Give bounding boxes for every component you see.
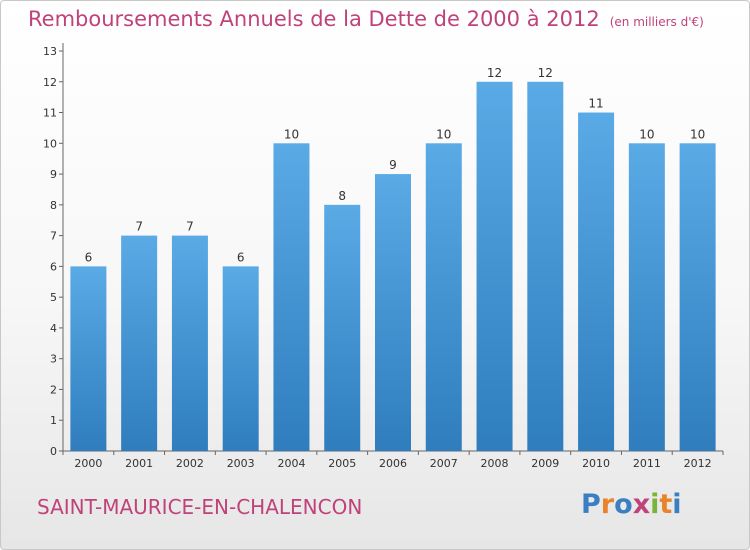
y-tick-label: 0: [50, 445, 57, 458]
data-label: 11: [588, 97, 603, 111]
data-label: 10: [436, 127, 451, 141]
chart-title: Remboursements Annuels de la Dette de 20…: [28, 7, 704, 31]
data-label: 8: [338, 189, 346, 203]
data-label: 6: [237, 250, 245, 264]
data-label: 10: [284, 127, 299, 141]
y-tick-label: 9: [50, 168, 57, 181]
y-tick-label: 13: [43, 45, 57, 58]
logo-letter: r: [600, 489, 615, 520]
y-tick-label: 10: [43, 137, 57, 150]
logo-letter: i: [672, 489, 682, 520]
bar: [476, 81, 513, 452]
x-tick-label: 2008: [481, 457, 509, 470]
logo-letter: P: [581, 489, 601, 520]
commune-name: SAINT-MAURICE-EN-CHALENCON: [37, 495, 363, 519]
bar: [273, 143, 310, 452]
y-tick-label: 2: [50, 383, 57, 396]
proxiti-logo: Proxiti: [581, 489, 682, 520]
logo-letter: i: [650, 489, 660, 520]
data-label: 9: [389, 158, 397, 172]
x-tick-label: 2000: [74, 457, 102, 470]
logo-letter: t: [659, 489, 673, 520]
x-tick-label: 2004: [277, 457, 305, 470]
bar: [121, 235, 158, 451]
x-tick-label: 2005: [328, 457, 356, 470]
x-tick-label: 2003: [227, 457, 255, 470]
logo-letter: o: [614, 489, 633, 520]
y-tick-label: 11: [43, 107, 57, 120]
x-tick-label: 2007: [430, 457, 458, 470]
data-label: 10: [690, 127, 705, 141]
y-tick-label: 12: [43, 76, 57, 89]
x-tick-label: 2009: [531, 457, 559, 470]
y-tick-label: 5: [50, 291, 57, 304]
x-tick-label: 2006: [379, 457, 407, 470]
y-tick-label: 8: [50, 199, 57, 212]
x-tick-label: 2012: [684, 457, 712, 470]
bar: [222, 266, 259, 451]
data-label: 7: [135, 220, 143, 234]
data-label: 10: [639, 127, 654, 141]
x-tick-label: 2001: [125, 457, 153, 470]
y-tick-label: 1: [50, 414, 57, 427]
data-label: 12: [487, 66, 502, 80]
x-tick-label: 2002: [176, 457, 204, 470]
y-tick-label: 4: [50, 322, 57, 335]
y-tick-label: 3: [50, 353, 57, 366]
x-tick-label: 2011: [633, 457, 661, 470]
bar: [70, 266, 107, 451]
bar: [375, 174, 411, 452]
bar: [679, 143, 716, 452]
x-tick-label: 2010: [582, 457, 610, 470]
bar: [324, 204, 361, 451]
bar: [578, 112, 615, 452]
bar: [425, 143, 462, 452]
title-unit: (en milliers d'€): [609, 15, 704, 29]
bar: [628, 143, 665, 452]
bar: [527, 81, 564, 452]
data-label: 12: [538, 66, 553, 80]
bar: [171, 235, 208, 451]
title-text: Remboursements Annuels de la Dette de 20…: [28, 7, 600, 31]
data-label: 7: [186, 220, 194, 234]
data-label: 6: [85, 250, 93, 264]
y-tick-label: 6: [50, 260, 57, 273]
y-tick-label: 7: [50, 230, 57, 243]
logo-letter: x: [632, 489, 651, 520]
